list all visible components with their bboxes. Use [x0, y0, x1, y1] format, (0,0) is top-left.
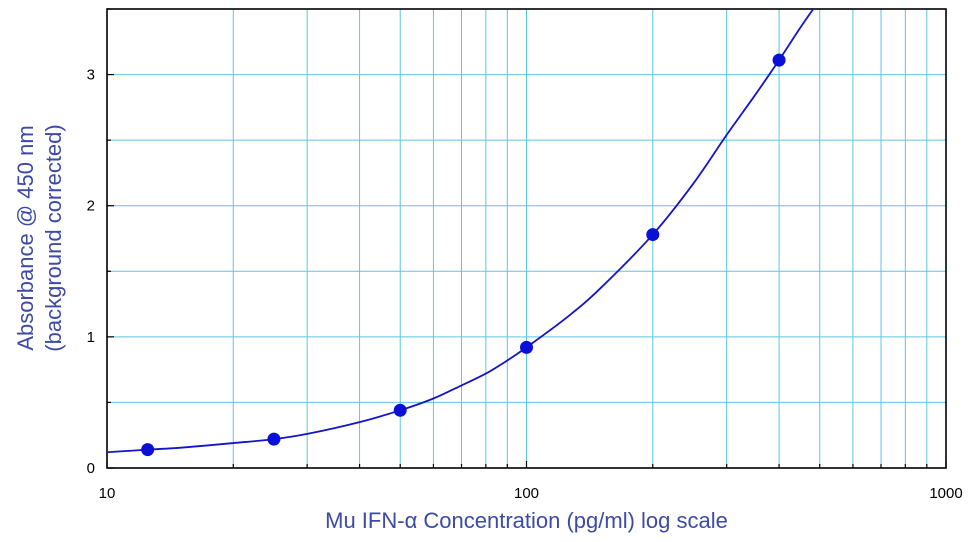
x-tick-label: 10 — [99, 485, 116, 502]
data-point — [141, 443, 155, 457]
y-tick-label: 1 — [87, 329, 95, 346]
data-point — [393, 403, 407, 417]
y-axis-title-line2: (background corrected) — [41, 124, 66, 351]
x-tick-label: 100 — [514, 485, 539, 502]
data-points — [141, 53, 786, 457]
y-tick-label: 2 — [87, 198, 95, 215]
x-tick-label: 1000 — [929, 485, 962, 502]
data-point — [646, 228, 660, 242]
tick-labels: 10 100 1000 0 1 2 3 — [87, 67, 963, 502]
y-tick-label: 3 — [87, 67, 95, 84]
data-point — [772, 53, 786, 67]
x-axis-title: Mu IFN-α Concentration (pg/ml) log scale — [325, 508, 728, 533]
fit-curve-layer — [107, 9, 815, 454]
data-point — [267, 432, 281, 446]
fit-curve — [107, 9, 815, 454]
data-point — [520, 340, 533, 354]
axis-ticks — [106, 8, 947, 469]
y-tick-label: 0 — [87, 460, 95, 477]
y-axis-title-line1: Absorbance @ 450 nm — [13, 125, 38, 350]
grid — [107, 9, 946, 468]
